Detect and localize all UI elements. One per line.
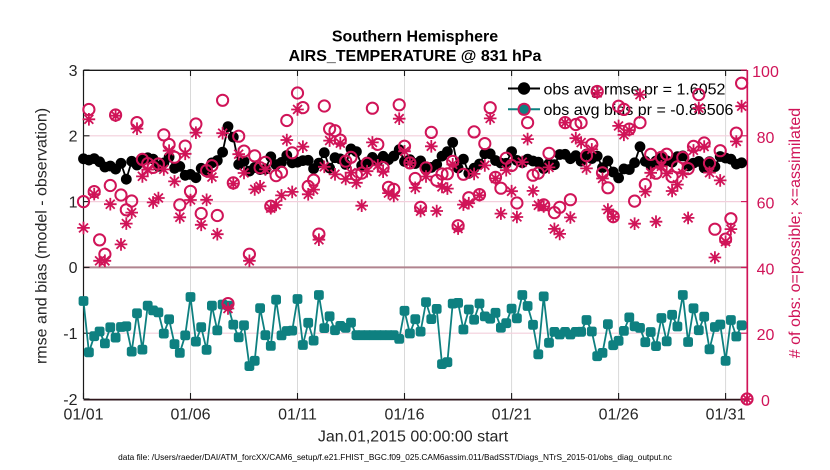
svg-text:obs avg rmse pr = 1.6052: obs avg rmse pr = 1.6052 (544, 81, 726, 98)
svg-text:100: 100 (752, 64, 779, 81)
svg-text:data file: /Users/raeder/DAI/A: data file: /Users/raeder/DAI/ATM_forcXX/… (118, 452, 672, 462)
svg-text:rmse and bias (model - observa: rmse and bias (model - observation) (34, 108, 51, 364)
svg-text:AIRS_TEMPERATURE @ 831 hPa: AIRS_TEMPERATURE @ 831 hPa (289, 48, 542, 65)
svg-text:-2: -2 (63, 392, 77, 409)
svg-text:0: 0 (69, 260, 78, 277)
svg-text:2: 2 (69, 129, 78, 146)
svg-text:# of obs: o=possible; ×=assimi: # of obs: o=possible; ×=assimilated (787, 108, 804, 358)
svg-text:Southern Hemisphere: Southern Hemisphere (332, 29, 498, 46)
svg-text:40: 40 (757, 261, 775, 278)
svg-text:80: 80 (757, 130, 775, 147)
svg-text:obs avg bias pr = -0.86506: obs avg bias pr = -0.86506 (544, 102, 734, 119)
svg-text:01/01: 01/01 (63, 407, 103, 424)
svg-text:01/11: 01/11 (278, 407, 317, 424)
svg-text:3: 3 (69, 63, 78, 80)
svg-text:0: 0 (761, 393, 770, 410)
svg-text:01/21: 01/21 (492, 407, 532, 424)
svg-text:20: 20 (757, 327, 775, 344)
svg-text:Jan.01,2015 00:00:00 start: Jan.01,2015 00:00:00 start (318, 429, 509, 446)
svg-text:60: 60 (757, 196, 775, 213)
svg-text:01/26: 01/26 (599, 407, 639, 424)
svg-text:01/31: 01/31 (706, 407, 746, 424)
svg-text:01/06: 01/06 (170, 407, 210, 424)
svg-text:1: 1 (69, 194, 78, 211)
svg-text:-1: -1 (63, 326, 77, 343)
svg-text:01/16: 01/16 (384, 407, 424, 424)
